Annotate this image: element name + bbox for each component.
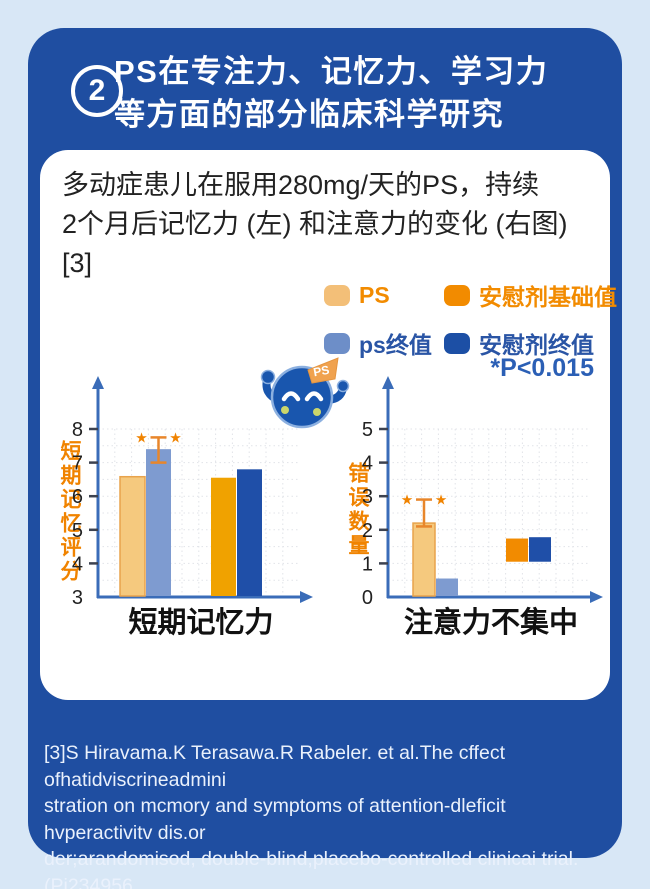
footer-citation: [3]S Hiravama.K Terasawa.R Rabeler. et a… xyxy=(44,740,612,889)
mascot-left-eye xyxy=(281,391,301,402)
y-tick-label: 6 xyxy=(72,486,83,508)
attention-bar-chart: 0 1 2 3 4 5 ★ ★ 注意力不集中 xyxy=(346,372,626,648)
legend-swatch xyxy=(444,284,470,306)
legend-label: PS xyxy=(359,281,390,308)
y-tick-label: 3 xyxy=(72,587,83,609)
y-axis-arrow-icon xyxy=(92,376,104,389)
legend-label: 安慰剂终值 xyxy=(479,332,594,358)
significance-star-icon: ★ xyxy=(169,429,182,445)
y-tick-label: 4 xyxy=(362,453,373,475)
chart-card: 多动症患儿在服用280mg/天的PS，持续 2个月后记忆力 (左) 和注意力的变… xyxy=(40,150,617,700)
section-number-badge: 2 xyxy=(71,65,123,117)
p-value-note: *P<0.015 xyxy=(490,354,594,382)
ps-mascot-icon: PS xyxy=(260,357,350,429)
legend-swatch xyxy=(324,284,350,306)
section-number: 2 xyxy=(88,74,106,107)
citation-line: der;arandomisod, double-blind,placebo-co… xyxy=(44,848,579,889)
attention-chart-y-axis-label: 错误数量 xyxy=(346,462,369,558)
description-line: [3] xyxy=(62,248,93,278)
section-title-line2: 等方面的部分临床科学研究 xyxy=(114,97,504,132)
error-bar xyxy=(416,498,432,528)
y-axis-arrow-icon xyxy=(382,376,394,389)
bar-安慰剂基础值 xyxy=(506,538,528,562)
y-tick-label: 3 xyxy=(362,486,373,508)
memory-chart-y-axis-label: 短期记忆评分 xyxy=(58,440,81,584)
grid-lines xyxy=(388,428,588,597)
mascot-right-cheek xyxy=(313,408,321,416)
y-tick-label: 0 xyxy=(362,587,373,609)
bar-PS xyxy=(412,522,436,597)
legend-swatch xyxy=(444,332,470,354)
legend-item: PS xyxy=(324,278,442,312)
bar-ps终值 xyxy=(146,449,171,596)
x-axis-arrow-icon xyxy=(300,591,313,603)
y-tick-label: 7 xyxy=(72,453,83,475)
y-tick-label: 4 xyxy=(72,553,83,575)
y-tick-label: 2 xyxy=(362,520,373,542)
legend-label: ps终值 xyxy=(359,332,432,358)
section-title-line1: PS在专注力、记忆力、学习力 xyxy=(114,54,549,89)
y-tick-label: 5 xyxy=(362,419,373,441)
bar-ps终值 xyxy=(436,578,458,596)
significance-star-icon: ★ xyxy=(401,492,414,508)
memory-chart-svg: 3 4 5 6 7 8 ★ ★ 短期记忆力 xyxy=(72,376,313,639)
x-axis-category-label: 短期记忆力 xyxy=(128,606,273,639)
study-description: 多动症患儿在服用280mg/天的PS，持续 2个月后记忆力 (左) 和注意力的变… xyxy=(62,166,568,283)
memory-bar-chart: 3 4 5 6 7 8 ★ ★ 短期记忆力 xyxy=(56,372,336,648)
legend: PS 安慰剂基础值 ps终值 安慰剂终值 xyxy=(324,278,617,360)
legend-swatch xyxy=(324,332,350,354)
bar-PS xyxy=(119,475,146,597)
mascot-crown xyxy=(307,357,339,384)
legend-item: 安慰剂终值 xyxy=(444,326,617,360)
x-axis-arrow-icon xyxy=(590,591,603,603)
error-bar xyxy=(150,436,167,464)
legend-item: ps终值 xyxy=(324,326,442,360)
mascot-left-cheek xyxy=(281,406,289,414)
grid-lines xyxy=(98,428,298,597)
section-title: PS在专注力、记忆力、学习力 等方面的部分临床科学研究 xyxy=(114,50,614,136)
bar-安慰剂终值 xyxy=(529,537,551,562)
mascot-crown-label: PS xyxy=(312,363,330,380)
x-axis-category-label: 注意力不集中 xyxy=(404,605,578,639)
description-line: 2个月后记忆力 (左) 和注意力的变化 (右图) xyxy=(62,209,568,239)
y-tick-label: 5 xyxy=(72,520,83,542)
content-panel: 2 PS在专注力、记忆力、学习力 等方面的部分临床科学研究 多动症患儿在服用28… xyxy=(28,28,622,889)
bar-安慰剂基础值 xyxy=(211,477,236,596)
y-tick-label: 1 xyxy=(362,553,373,575)
legend-item: 安慰剂基础值 xyxy=(444,278,617,312)
attention-chart-svg: 0 1 2 3 4 5 ★ ★ 注意力不集中 xyxy=(362,376,603,639)
y-tick-label: 8 xyxy=(72,419,83,441)
legend-label: 安慰剂基础值 xyxy=(479,284,617,310)
significance-star-icon: ★ xyxy=(135,429,148,445)
description-line: 多动症患儿在服用280mg/天的PS，持续 xyxy=(62,170,540,200)
significance-star-icon: ★ xyxy=(435,492,448,508)
mascot-right-fist xyxy=(336,379,350,393)
citation-line: [3]S Hiravama.K Terasawa.R Rabeler. et a… xyxy=(44,742,505,791)
mascot-left-fist xyxy=(260,369,276,385)
mascot-right-eye xyxy=(304,391,324,402)
citation-line: stration on mcmory and symptoms of atten… xyxy=(44,795,506,844)
bar-安慰剂终值 xyxy=(237,469,262,596)
